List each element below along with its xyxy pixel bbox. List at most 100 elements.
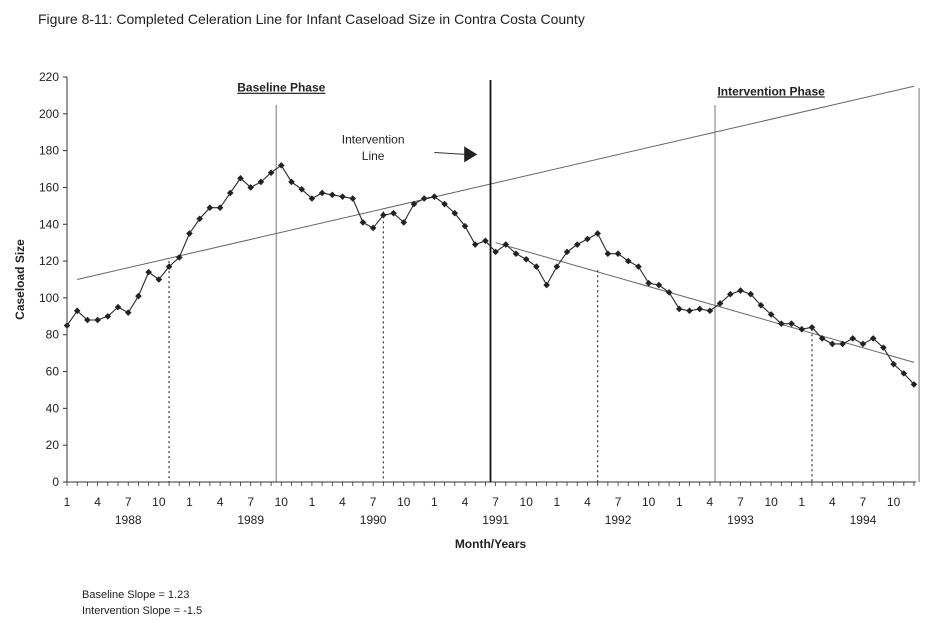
x-tick-label: 7 (370, 495, 377, 509)
x-tick-label: 4 (339, 495, 346, 509)
data-point (757, 301, 765, 309)
data-point (380, 211, 387, 219)
data-point (624, 257, 632, 265)
data-point (767, 311, 775, 318)
data-point (226, 189, 234, 197)
data-point (910, 381, 918, 388)
y-tick-label: 140 (39, 217, 59, 231)
y-tick-label: 20 (46, 438, 60, 452)
x-tick-label: 10 (764, 495, 778, 509)
y-tick-label: 60 (46, 365, 60, 379)
x-tick-label: 4 (829, 495, 836, 509)
data-point (318, 189, 326, 197)
data-point (686, 307, 693, 315)
data-point (859, 340, 867, 348)
x-tick-label: 10 (397, 495, 411, 509)
data-point (665, 289, 673, 296)
annotations: Baseline Phase Intervention Phase Interven… (237, 81, 825, 163)
data-point (73, 307, 81, 315)
data-point (594, 230, 601, 237)
data-point (747, 290, 755, 298)
x-tick-label: 4 (584, 495, 591, 509)
y-tick-label: 100 (39, 291, 59, 305)
data-point (329, 191, 336, 199)
baseline-celeration-line (77, 85, 915, 280)
y-tick-label: 40 (46, 401, 60, 415)
annotation-label: Line (362, 149, 385, 163)
intervention-arrow-shaft (434, 151, 466, 155)
x-axis-title: Month/Years (455, 537, 527, 551)
data-point (349, 195, 357, 202)
data-point (645, 279, 652, 287)
annotation-label: Baseline Phase (237, 81, 325, 95)
x-tick-label: 7 (492, 495, 499, 509)
intervention-celeration-line (495, 242, 915, 363)
data-point (124, 309, 132, 316)
data-point (461, 222, 469, 230)
data-point (788, 320, 795, 327)
axes: 0 20 40 60 80 100 120 140 160 180 200 220 Caseload S… (13, 70, 916, 551)
year-label: 1989 (237, 513, 264, 527)
data-point (614, 250, 622, 258)
year-label: 1993 (727, 513, 754, 527)
y-axis-title: Caseload Size (13, 239, 27, 320)
data-point (869, 335, 877, 342)
x-tick-label: 1 (676, 495, 683, 509)
x-tick-label: 1 (431, 495, 438, 509)
data-point (257, 178, 265, 186)
data-point (543, 281, 550, 289)
data-point (829, 340, 836, 348)
data-point (247, 184, 254, 191)
data-point (104, 313, 112, 320)
celeration-mid-markers (168, 211, 813, 482)
baseline-slope-note: Baseline Slope = 1.23 (82, 589, 190, 601)
y-tick-label: 80 (46, 328, 60, 342)
x-tick-label: 7 (125, 495, 132, 509)
data-point (308, 195, 316, 202)
data-point (818, 335, 826, 342)
y-tick-label: 0 (52, 475, 59, 489)
data-point (573, 241, 581, 248)
data-point (839, 340, 846, 348)
x-tick-label: 4 (217, 495, 224, 509)
year-label: 1994 (850, 513, 877, 527)
data-point (278, 162, 285, 169)
data-point (706, 307, 714, 315)
data-point (737, 287, 744, 294)
data-point (727, 290, 734, 298)
x-tick-label: 7 (737, 495, 744, 509)
data-point (369, 224, 377, 232)
data-point (114, 303, 122, 311)
x-tick-label: 10 (887, 495, 901, 509)
x-tick-label: 10 (642, 495, 656, 509)
data-point (778, 320, 785, 327)
x-tick-label: 10 (152, 495, 166, 509)
data-point (880, 344, 887, 351)
data-point (155, 276, 163, 283)
data-point (675, 305, 683, 313)
year-label: 1991 (482, 513, 509, 527)
celeration-lines (77, 85, 915, 363)
data-point (890, 360, 897, 368)
y-tick-label: 200 (39, 107, 59, 121)
x-tick-label: 7 (860, 495, 867, 509)
data-point (696, 305, 703, 313)
data-point (267, 169, 275, 177)
data-point (849, 335, 857, 342)
x-tick-label: 1 (64, 495, 71, 509)
data-point (512, 250, 520, 258)
x-tick-label: 7 (615, 495, 622, 509)
data-point (471, 241, 479, 248)
data-point (584, 235, 591, 243)
year-label: 1988 (115, 513, 142, 527)
data-point (655, 281, 663, 289)
x-tick-label: 4 (94, 495, 101, 509)
data-point (502, 241, 510, 248)
x-tick-label: 7 (247, 495, 254, 509)
data-point (175, 254, 183, 261)
x-tick-label: 1 (553, 495, 560, 509)
data-point (400, 219, 408, 226)
data-point (482, 237, 489, 245)
x-tick-label: 10 (520, 495, 534, 509)
y-tick-label: 220 (39, 70, 59, 84)
